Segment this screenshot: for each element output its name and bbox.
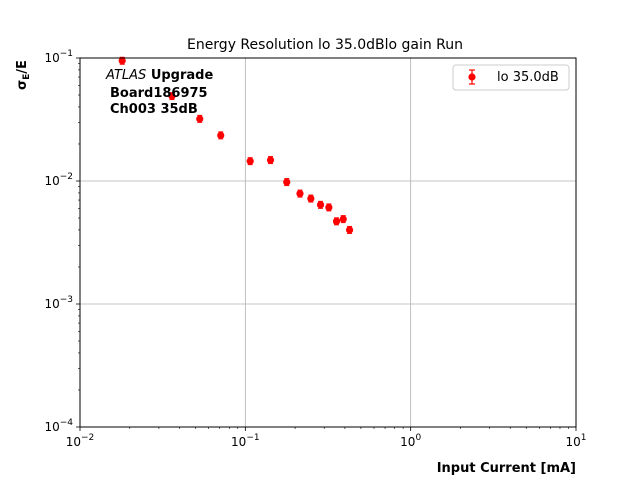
- data-point: [246, 157, 254, 166]
- y-tick-label-exponent: −2: [60, 172, 73, 182]
- x-axis-ticks: 10−2 10−1 100 101: [66, 427, 587, 449]
- data-point: [332, 217, 341, 226]
- data-point-marker: [168, 92, 176, 100]
- x-tick-label-exponent: −1: [246, 433, 259, 443]
- x-tick-label: 10−2: [66, 433, 95, 449]
- x-tick-label-exponent: −2: [81, 433, 94, 443]
- y-tick-label: 10−3: [44, 295, 73, 311]
- x-tick-label: 101: [565, 433, 586, 449]
- plot-area: [80, 58, 576, 427]
- data-point-marker: [266, 156, 275, 164]
- chart-title: Energy Resolution lo 35.0dBlo gain Run: [187, 37, 463, 53]
- y-axis-label-tail: /E: [15, 60, 30, 74]
- x-tick-label: 10−1: [231, 433, 260, 449]
- x-tick-label-exponent: 1: [581, 433, 587, 443]
- data-point-marker: [283, 178, 291, 186]
- data-point-marker: [118, 57, 126, 65]
- legend-marker: [468, 73, 476, 81]
- data-point: [296, 189, 304, 198]
- y-tick-label-exponent: −3: [60, 295, 73, 305]
- legend: lo 35.0dB: [452, 64, 570, 91]
- x-tick-label-base: 10: [66, 435, 81, 449]
- upgrade-label: Upgrade: [151, 68, 214, 83]
- data-point: [316, 200, 325, 209]
- y-tick-label: 10−1: [44, 49, 73, 65]
- y-axis-label: σE/E: [15, 60, 32, 90]
- y-axis-ticks: 10−410−310−210−1: [44, 49, 80, 434]
- plot-frame: [79, 57, 577, 428]
- data-point: [339, 215, 347, 224]
- legend-box: [452, 64, 570, 91]
- data-point-marker: [332, 217, 341, 225]
- data-point-marker: [246, 157, 254, 165]
- channel-label: Ch003 35dB: [110, 102, 198, 117]
- x-tick-label-base: 10: [231, 435, 246, 449]
- y-axis-label-sigma: σ: [15, 80, 30, 90]
- svg-text:ATLAS Upgrade: ATLAS Upgrade: [105, 68, 213, 83]
- data-point: [196, 114, 204, 123]
- y-tick-label-base: 10: [44, 297, 59, 311]
- data-point: [217, 131, 225, 140]
- x-tick-label-base: 10: [565, 435, 580, 449]
- data-point: [283, 178, 291, 187]
- y-tick-label-base: 10: [44, 420, 59, 434]
- data-point-marker: [345, 226, 354, 234]
- data-point-marker: [196, 115, 204, 123]
- y-tick-label: 10−2: [44, 172, 73, 188]
- data-point: [325, 203, 333, 212]
- atlas-label: ATLAS: [105, 68, 146, 83]
- data-point-marker: [339, 215, 347, 223]
- data-point: [307, 194, 315, 203]
- data-point-marker: [296, 189, 304, 198]
- data-point-marker: [307, 194, 315, 203]
- y-tick-label-exponent: −4: [60, 418, 74, 428]
- atlas-annotation: ATLAS Upgrade Board186975 Ch003 35dB: [105, 68, 213, 117]
- data-point-marker: [316, 201, 325, 209]
- x-tick-label-base: 10: [400, 435, 415, 449]
- y-tick-label-base: 10: [44, 51, 59, 65]
- y-tick-label-base: 10: [44, 174, 59, 188]
- legend-series-label: lo 35.0dB: [497, 70, 559, 85]
- data-points: [118, 56, 354, 234]
- x-tick-label: 100: [400, 433, 421, 449]
- board-label: Board186975: [110, 86, 208, 101]
- y-tick-label-exponent: −1: [60, 49, 73, 59]
- data-point: [168, 92, 176, 101]
- data-point-marker: [325, 203, 333, 212]
- data-point: [345, 225, 354, 234]
- x-tick-label-exponent: 0: [415, 433, 421, 443]
- y-axis-label-subscript: E: [22, 74, 32, 80]
- data-point: [266, 156, 275, 165]
- x-axis-label: Input Current [mA]: [437, 461, 576, 476]
- data-point-marker: [217, 131, 225, 139]
- y-tick-label: 10−4: [44, 418, 73, 434]
